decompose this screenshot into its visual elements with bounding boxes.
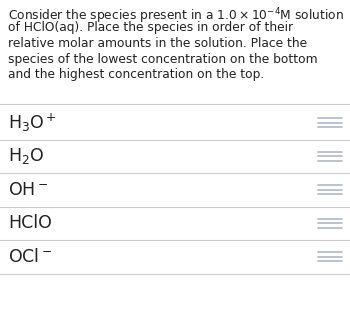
Text: OCl$^-$: OCl$^-$ (8, 248, 52, 266)
Text: H$_3$O$^+$: H$_3$O$^+$ (8, 112, 57, 134)
Text: HClO: HClO (8, 214, 52, 232)
Text: species of the lowest concentration on the bottom: species of the lowest concentration on t… (8, 53, 318, 66)
Text: of HClO(aq). Place the species in order of their: of HClO(aq). Place the species in order … (8, 22, 293, 35)
Text: H$_2$O: H$_2$O (8, 146, 44, 166)
Text: relative molar amounts in the solution. Place the: relative molar amounts in the solution. … (8, 37, 307, 50)
Text: OH$^-$: OH$^-$ (8, 181, 48, 199)
Text: and the highest concentration on the top.: and the highest concentration on the top… (8, 68, 264, 81)
Text: Consider the species present in a $1.0\times10^{-4}$M solution: Consider the species present in a $1.0\t… (8, 6, 344, 26)
